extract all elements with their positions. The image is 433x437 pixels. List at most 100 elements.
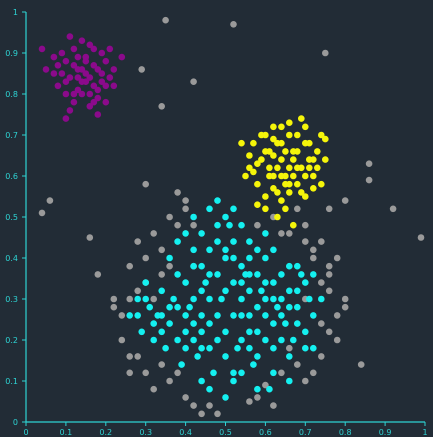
data-point <box>150 320 157 327</box>
data-point <box>278 197 285 204</box>
data-point <box>198 328 205 336</box>
data-point <box>286 377 293 385</box>
data-point <box>134 238 141 245</box>
data-point <box>158 287 165 295</box>
data-point <box>66 74 74 81</box>
data-point <box>282 205 289 213</box>
data-point <box>214 238 221 245</box>
data-point <box>142 279 149 286</box>
data-point <box>333 312 341 319</box>
data-point <box>190 78 197 85</box>
data-point <box>90 45 98 53</box>
data-point <box>146 303 153 311</box>
data-point <box>417 234 425 241</box>
data-point <box>262 254 269 262</box>
data-point <box>278 312 285 319</box>
data-point <box>94 111 102 118</box>
data-point <box>150 295 157 303</box>
data-point <box>206 271 213 278</box>
data-point <box>150 230 157 237</box>
data-point <box>302 193 309 200</box>
data-point <box>38 209 46 217</box>
data-point <box>246 164 253 172</box>
data-point <box>294 205 301 213</box>
data-point <box>186 303 193 311</box>
x-tick-label: 0.5 <box>219 428 232 437</box>
data-point <box>174 271 181 278</box>
data-point <box>286 303 293 311</box>
data-point <box>270 246 277 254</box>
data-point <box>126 312 133 319</box>
data-point <box>78 66 86 73</box>
data-point <box>246 152 253 159</box>
data-point <box>166 254 173 262</box>
data-point <box>86 90 94 98</box>
data-point <box>230 377 237 385</box>
data-point <box>78 90 86 98</box>
data-point <box>198 344 205 352</box>
data-point <box>310 172 317 180</box>
x-tick-label: 0.6 <box>259 428 272 437</box>
data-point <box>262 230 269 237</box>
series-0 <box>38 33 126 122</box>
data-point <box>246 344 253 352</box>
data-point <box>50 53 58 61</box>
data-point <box>182 344 189 352</box>
data-point <box>222 287 229 295</box>
data-point <box>302 377 309 385</box>
data-point <box>98 78 106 85</box>
data-point <box>286 287 293 295</box>
data-point <box>198 287 205 295</box>
data-point <box>210 369 217 377</box>
data-point <box>106 45 114 53</box>
data-point <box>190 213 197 221</box>
data-point <box>86 74 94 81</box>
data-point <box>333 254 341 262</box>
data-point <box>258 156 265 163</box>
data-point <box>174 189 181 196</box>
data-point <box>190 262 197 270</box>
data-point <box>222 394 229 401</box>
data-point <box>325 328 333 336</box>
data-point <box>42 66 50 73</box>
data-point <box>74 74 82 81</box>
data-point <box>270 152 277 159</box>
data-point <box>202 279 209 286</box>
data-point <box>234 344 241 352</box>
data-point <box>158 246 165 254</box>
data-point <box>110 303 118 311</box>
data-point <box>294 131 301 139</box>
data-point <box>126 369 133 377</box>
data-point <box>325 287 333 295</box>
data-point <box>158 361 165 368</box>
data-point <box>270 135 277 143</box>
x-tick-label: 0 <box>23 428 28 437</box>
data-point <box>134 287 141 295</box>
data-point <box>66 107 74 114</box>
data-point <box>70 98 78 106</box>
data-point <box>110 66 118 73</box>
data-point <box>318 295 325 303</box>
y-tick-label: 0.1 <box>5 377 18 386</box>
data-point <box>254 221 261 229</box>
data-point <box>214 336 221 344</box>
data-point <box>314 148 321 155</box>
data-point <box>222 328 229 336</box>
data-point <box>302 123 309 131</box>
data-point <box>298 189 305 196</box>
data-point <box>82 78 90 85</box>
data-point <box>174 221 181 229</box>
data-point <box>54 82 62 90</box>
data-point <box>310 254 317 262</box>
data-point <box>242 172 249 180</box>
y-tick-label: 0.8 <box>5 90 18 99</box>
data-point <box>90 62 98 69</box>
data-point <box>318 320 325 327</box>
data-point <box>274 164 281 172</box>
data-point <box>318 238 325 245</box>
data-point <box>182 205 189 213</box>
data-point <box>158 328 165 336</box>
data-point <box>270 320 277 327</box>
data-point <box>190 320 197 327</box>
data-point <box>198 230 205 237</box>
